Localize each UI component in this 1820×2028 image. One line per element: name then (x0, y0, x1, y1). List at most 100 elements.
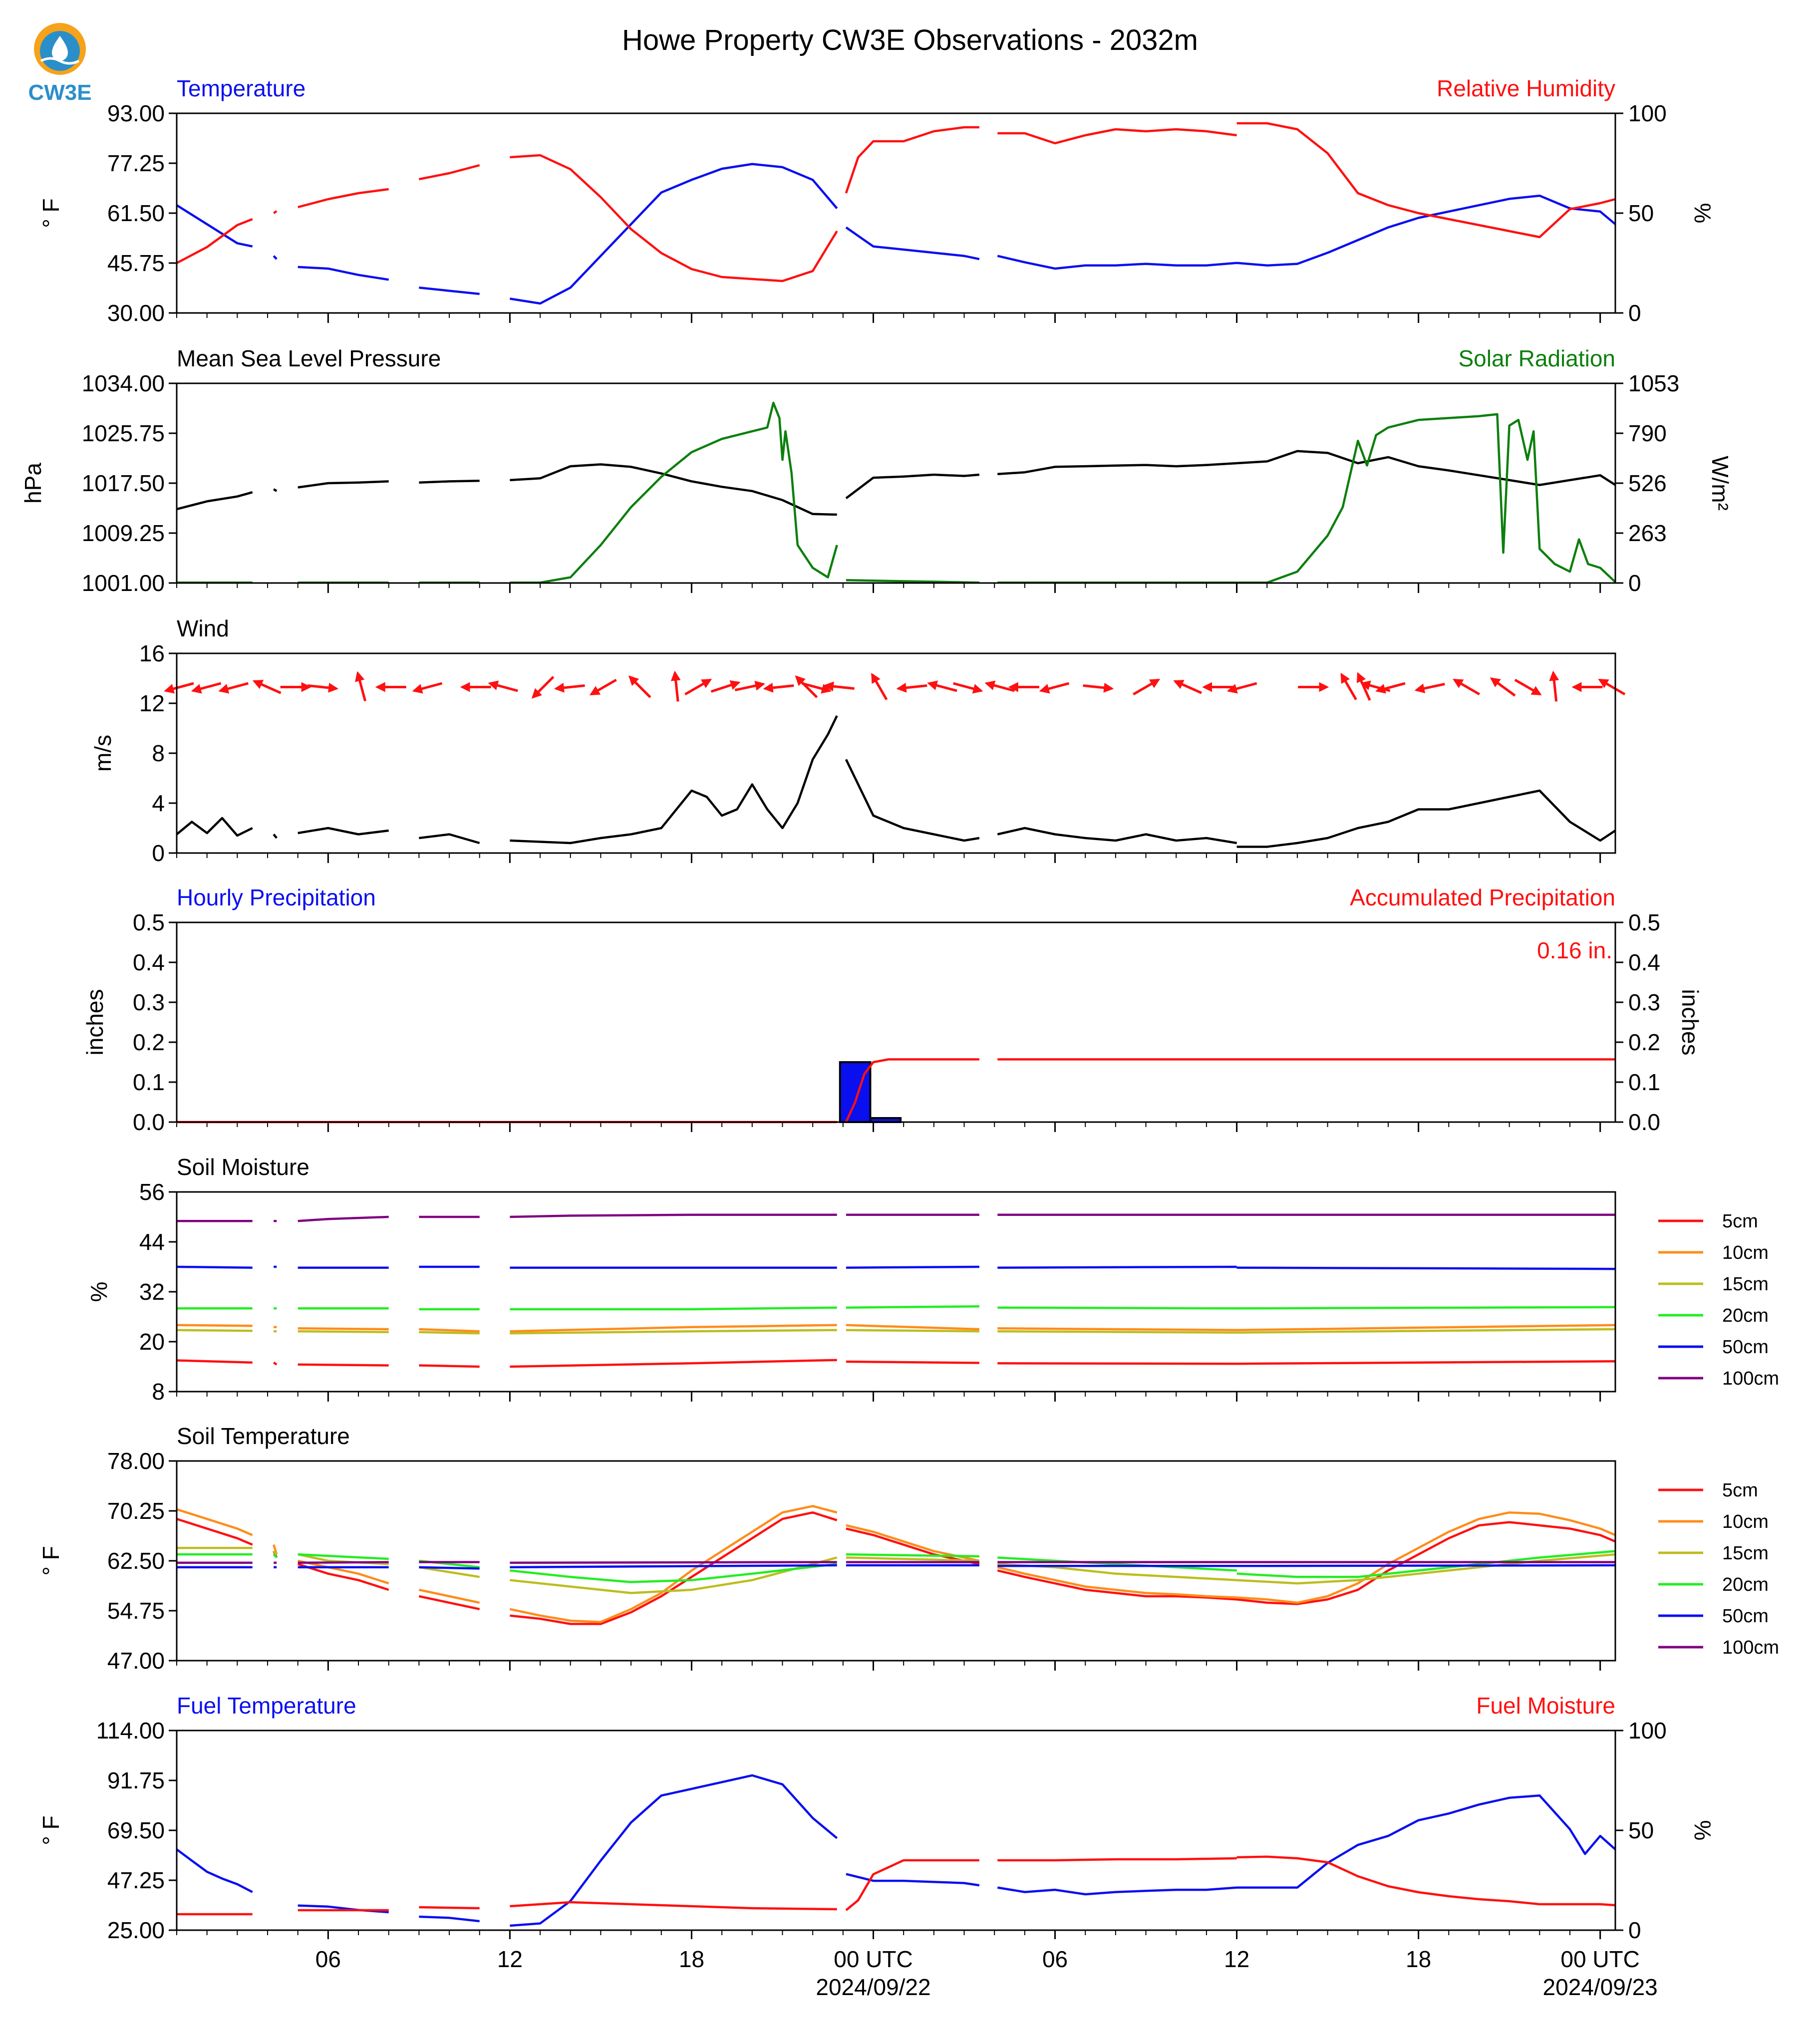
wind-vector (1414, 683, 1445, 693)
wind-vector (734, 681, 766, 691)
wind-vector (1226, 682, 1257, 694)
temp-ytick-label-left: 77.25 (107, 150, 165, 176)
pres-ytick-label-right: 263 (1628, 520, 1667, 546)
pres-ylabel-left: hPa (20, 463, 46, 504)
wind-ytick-label-left: 16 (139, 640, 165, 666)
soilt-frame (176, 1460, 1616, 1662)
wind-ytick-label-left: 12 (139, 690, 165, 716)
temp-series-relative-humidity (176, 122, 1616, 283)
wind-vector (1598, 678, 1626, 696)
soilm-ytick-label-left: 44 (139, 1229, 165, 1255)
fuel-left-title: Fuel Temperature (177, 1693, 356, 1719)
temp-ytick-label-left: 45.75 (107, 250, 165, 276)
wind-ytick-label-left: 4 (152, 790, 165, 816)
temp-ylabel-right: % (1690, 203, 1716, 224)
panel-temp: Temperature Relative Humidity 30.00 45.75 61… (38, 75, 1716, 326)
fuel-ytick-label-left: 47.25 (107, 1867, 165, 1893)
soilt-ytick-label-left: 54.75 (107, 1598, 165, 1624)
soilm-legend: 5cm 10cm 15cm 20cm 50cm 100cm (1658, 1211, 1779, 1389)
precip-ytick-label-left: 0.4 (133, 949, 165, 975)
soilm-legend-label: 15cm (1722, 1274, 1769, 1295)
pres-series-mean-sea-level-pressure (176, 450, 1616, 516)
fuel-right-title: Fuel Moisture (1476, 1693, 1615, 1719)
wind-vector (554, 682, 585, 693)
wind-left-title: Wind (177, 615, 229, 641)
fuel-ytick-label-right: 0 (1628, 1917, 1641, 1943)
fuel-ytick-label-left: 25.00 (107, 1917, 165, 1943)
wind-vector (1514, 678, 1542, 696)
temp-frame (176, 112, 1616, 314)
precip-ytick-label-left: 0.1 (133, 1069, 165, 1095)
precip-ytick-label-left: 0.0 (133, 1109, 165, 1135)
wind-vector (1340, 672, 1357, 700)
soilt-series-5cm (176, 1511, 1616, 1625)
soilm-legend-label: 50cm (1722, 1337, 1769, 1358)
wind-vector (1356, 672, 1371, 701)
pres-series-solar-radiation (177, 401, 1616, 584)
soilm-ytick-label-left: 56 (139, 1179, 165, 1205)
precip-ytick-label-right: 0.2 (1628, 1029, 1660, 1055)
x-date-label: 2024/09/22 (816, 1974, 930, 2000)
precip-ytick-label-right: 0.3 (1628, 989, 1660, 1015)
wind-vector (896, 682, 927, 693)
precip-ylabel-left: inches (82, 989, 108, 1056)
wind-vector (488, 680, 518, 692)
soilt-legend-label: 20cm (1722, 1574, 1769, 1595)
panel-precip: Hourly Precipitation Accumulated Precipit… (82, 884, 1703, 1135)
x-tick-label: 00 UTC (1560, 1946, 1639, 1972)
temp-ytick-label-right: 50 (1628, 200, 1654, 226)
precip-ylabel-right: inches (1677, 989, 1703, 1056)
temp-ytick-label-left: 93.00 (107, 100, 165, 126)
soilm-ytick-label-left: 8 (152, 1379, 165, 1405)
soilt-ylabel-left: ° F (38, 1546, 64, 1575)
x-tick-label: 12 (1224, 1946, 1249, 1972)
wind-vector (1173, 680, 1203, 694)
pres-ytick-label-left: 1025.75 (82, 420, 165, 446)
soilt-legend-label: 10cm (1722, 1511, 1769, 1532)
pres-series-group (176, 401, 1616, 584)
pres-ylabel-right: W/m² (1707, 456, 1733, 511)
panel-wind: Wind 0 4 8 12 16 m/s (90, 615, 1601, 866)
soilm-legend-label: 5cm (1722, 1211, 1758, 1232)
soilt-ytick-label-left: 47.00 (107, 1648, 165, 1674)
pres-ytick-label-left: 1009.25 (82, 520, 165, 546)
soilt-series-10cm (176, 1505, 1616, 1623)
pres-ytick-label-right: 790 (1628, 420, 1667, 446)
fuel-frame (176, 1730, 1616, 1931)
wind-vector (355, 671, 367, 702)
wind-vector (1490, 677, 1516, 697)
soilm-legend-label: 100cm (1722, 1368, 1779, 1389)
soilt-legend-label: 100cm (1722, 1637, 1779, 1658)
wind-vector (531, 676, 555, 699)
x-tick-label: 12 (497, 1946, 523, 1972)
wind-vector (218, 682, 249, 694)
precip-right-title: Accumulated Precipitation (1350, 884, 1615, 910)
wind-vector (1453, 678, 1481, 696)
wind-vector (1039, 682, 1070, 694)
wind-vector (710, 680, 741, 693)
fuel-series-fuel-temperature (176, 1774, 1616, 1927)
soilt-legend-label: 5cm (1722, 1480, 1758, 1501)
panel-pres: Mean Sea Level Pressure Solar Radiation 10… (20, 345, 1733, 596)
precip-total-label: 0.16 in. (1537, 937, 1612, 963)
x-tick-label: 00 UTC (834, 1946, 912, 1972)
soilt-legend-label: 50cm (1722, 1606, 1769, 1627)
temp-ytick-label-left: 61.50 (107, 200, 165, 226)
temp-right-title: Relative Humidity (1437, 75, 1615, 101)
wind-vector (670, 670, 681, 702)
cw3e-logo: CW3E (28, 23, 92, 105)
precip-ytick-label-right: 0.5 (1628, 909, 1660, 935)
soilt-series-15cm (177, 1546, 1616, 1594)
wind-frame (176, 652, 1616, 854)
wind-ytick-label-left: 0 (152, 840, 165, 866)
temp-ytick-label-right: 0 (1628, 300, 1641, 326)
fuel-ytick-label-left: 114.00 (96, 1718, 165, 1743)
soilt-series-50cm (177, 1564, 1616, 1570)
logo-wave (40, 57, 80, 65)
fuel-ytick-label-right: 100 (1628, 1718, 1667, 1743)
wind-vector (307, 682, 339, 693)
pres-right-title: Solar Radiation (1458, 345, 1615, 371)
pres-left-title: Mean Sea Level Pressure (177, 345, 441, 371)
precip-series-group: 0.16 in. (177, 937, 1615, 1124)
